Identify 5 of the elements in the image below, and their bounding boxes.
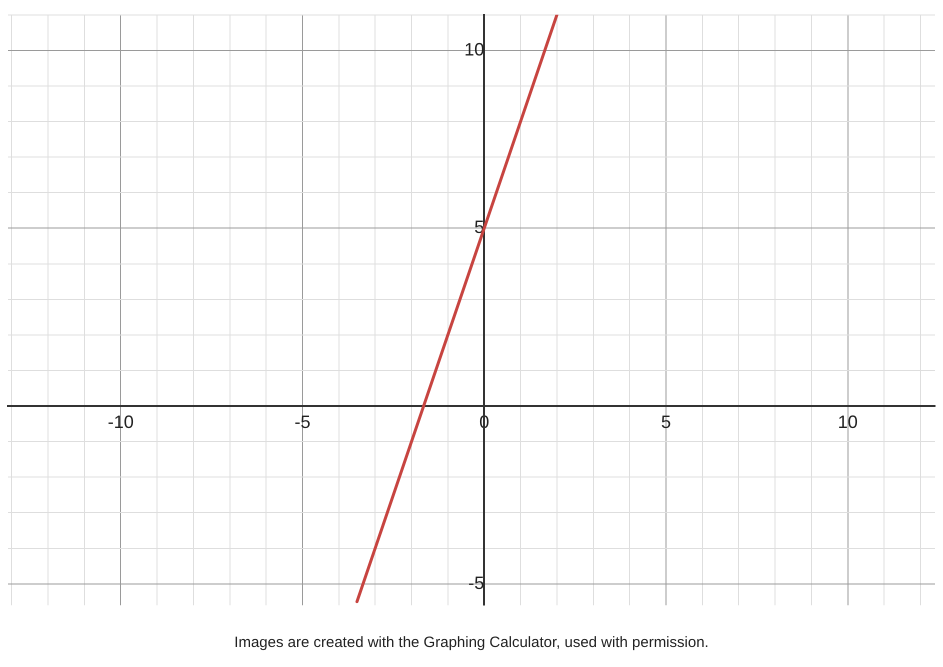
x-tick-label: 10 <box>838 412 858 432</box>
text: Images are created with the Graphing Calculator, used with permission. <box>233 634 710 651</box>
x-tick-label: 5 <box>660 412 671 432</box>
x-tick-label: -10 <box>108 412 134 432</box>
x-tick-label: -5 <box>294 412 310 432</box>
